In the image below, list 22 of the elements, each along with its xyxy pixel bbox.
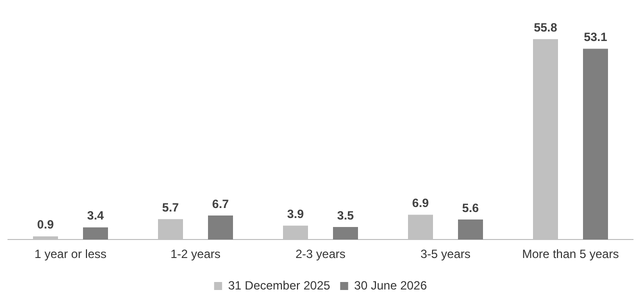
data-label: 6.9: [412, 196, 430, 210]
bar: [208, 216, 233, 240]
legend-label: 31 December 2025: [228, 278, 330, 292]
data-label: 3.9: [287, 206, 304, 221]
x-tick-label: More than 5 years: [522, 247, 619, 262]
x-tick-label: 2-3 years: [295, 247, 346, 262]
x-tick-label: 1-2 years: [170, 247, 221, 262]
data-label: 5.7: [162, 200, 180, 214]
data-label: 5.6: [462, 200, 480, 215]
data-label: 0.9: [37, 218, 54, 232]
bar: [83, 227, 108, 240]
bar: [583, 48, 608, 240]
x-tick-label: 1 year or less: [34, 247, 107, 262]
bar: [458, 219, 483, 240]
data-label: 3.4: [87, 208, 104, 223]
data-label: 3.5: [337, 208, 354, 222]
legend-label: 30 June 2026: [354, 278, 428, 292]
data-label: 53.1: [584, 30, 608, 44]
x-tick-label: 3-5 years: [420, 247, 471, 262]
bar: [333, 227, 358, 240]
data-label: 55.8: [534, 20, 558, 34]
data-label: 6.7: [212, 196, 230, 211]
